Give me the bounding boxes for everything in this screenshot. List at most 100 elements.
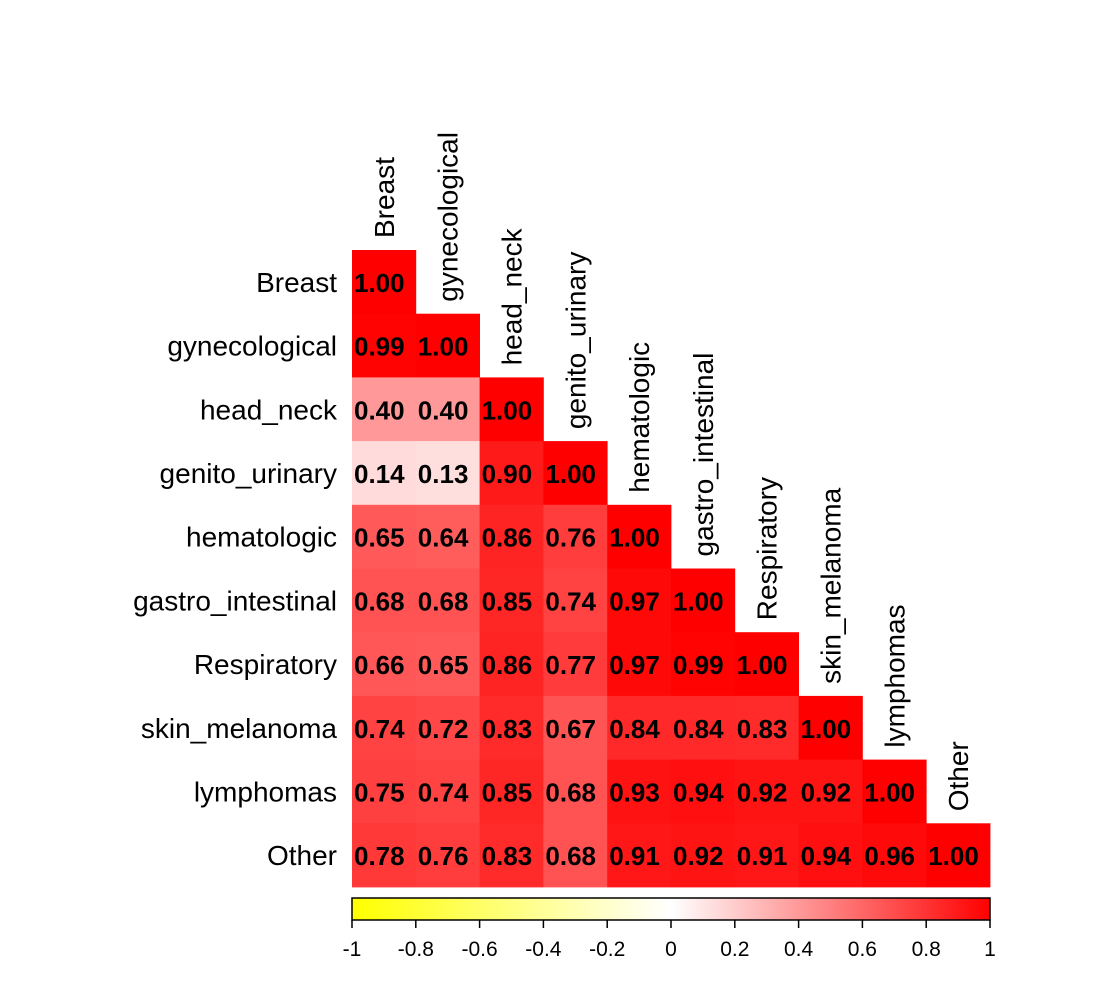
row-label: lymphomas (194, 776, 337, 807)
heatmap-cell (415, 313, 480, 378)
heatmap-cell (352, 313, 417, 378)
heatmap-cell (543, 441, 608, 506)
cell-value-label: 0.86 (482, 523, 533, 553)
heatmap-cell (415, 504, 480, 569)
heatmap-cell (543, 568, 608, 633)
heatmap-cell (734, 823, 799, 888)
cell-value-label: 0.92 (801, 777, 852, 807)
colorbar-tick-label: -1 (343, 938, 362, 961)
row-label: Respiratory (194, 649, 337, 680)
colorbar-tick-label: 0.6 (848, 938, 877, 961)
heatmap-cell (862, 823, 927, 888)
cell-value-label: 0.75 (354, 777, 405, 807)
heatmap-cell (607, 568, 672, 633)
heatmap-cell (415, 377, 480, 442)
heatmap-cell (607, 759, 672, 824)
heatmap-cell (479, 441, 544, 506)
heatmap-cell (671, 823, 736, 888)
cell-value-label: 0.97 (609, 586, 660, 616)
heatmap-cell (352, 504, 417, 569)
colorbar (351, 897, 991, 921)
column-label: gastro_intestinal (688, 353, 719, 557)
heatmap-cell (352, 377, 417, 442)
column-label: Breast (369, 157, 400, 238)
heatmap-cell (671, 632, 736, 697)
cell-value-label: 0.68 (545, 841, 596, 871)
colorbar-tick-label: -0.2 (589, 938, 625, 961)
cell-value-label: 0.83 (482, 714, 533, 744)
cell-value-label: 1.00 (545, 459, 596, 489)
row-label: head_neck (200, 394, 338, 425)
cell-value-label: 0.94 (801, 841, 852, 871)
cell-value-label: 1.00 (864, 777, 915, 807)
cell-value-label: 0.78 (354, 841, 405, 871)
colorbar-tick-label: -0.8 (398, 938, 434, 961)
colorbar-tick-label: 0.2 (720, 938, 749, 961)
cell-value-label: 0.85 (482, 586, 533, 616)
heatmap-cell (607, 632, 672, 697)
heatmap-cell (415, 441, 480, 506)
cell-value-label: 0.68 (545, 777, 596, 807)
heatmap-cell (479, 632, 544, 697)
heatmap-cell (798, 759, 863, 824)
heatmap-cell (352, 695, 417, 760)
heatmap-cell (415, 695, 480, 760)
cell-value-label: 0.74 (418, 777, 469, 807)
cell-value-label: 0.40 (418, 395, 469, 425)
heatmap-cell (798, 695, 863, 760)
heatmap-cell (543, 759, 608, 824)
row-label: gastro_intestinal (133, 585, 337, 616)
heatmap-cell (352, 632, 417, 697)
colorbar-tick-label: 0 (665, 938, 677, 961)
colorbar-tick-label: 0.4 (784, 938, 814, 961)
row-label: Breast (256, 267, 337, 298)
heatmap-cell (607, 823, 672, 888)
cell-value-label: 0.99 (673, 650, 724, 680)
heatmap-cell (671, 568, 736, 633)
column-label: skin_melanoma (816, 487, 847, 684)
column-label: genito_urinary (560, 252, 591, 429)
heatmap-cell (352, 250, 417, 315)
cell-value-label: 0.64 (418, 523, 469, 553)
cell-value-label: 0.40 (354, 395, 405, 425)
cell-value-label: 1.00 (482, 395, 533, 425)
heatmap-cell (352, 441, 417, 506)
colorbar-tick-label: 1 (984, 938, 996, 961)
cell-value-label: 1.00 (354, 268, 405, 298)
cell-value-label: 0.77 (545, 650, 596, 680)
heatmap-cell (607, 695, 672, 760)
heatmap-cell (734, 632, 799, 697)
cell-value-label: 0.67 (545, 714, 596, 744)
heatmap-cell (479, 504, 544, 569)
cell-value-label: 0.76 (418, 841, 469, 871)
cell-value-label: 0.72 (418, 714, 469, 744)
cell-value-label: 0.74 (545, 586, 596, 616)
heatmap-cell (862, 759, 927, 824)
heatmap-cell (543, 695, 608, 760)
cell-value-label: 0.85 (482, 777, 533, 807)
cell-value-label: 1.00 (609, 523, 660, 553)
heatmap-cell (415, 632, 480, 697)
color-legend: -1 -0.8 -0.6 -0.4 -0.2 0 0.2 0.4 0.6 0.8 1 (343, 897, 996, 961)
cell-value-label: 0.93 (609, 777, 660, 807)
row-label: skin_melanoma (141, 713, 338, 744)
cell-value-label: 0.99 (354, 332, 405, 362)
cell-value-label: 1.00 (801, 714, 852, 744)
heatmap-cell (607, 504, 672, 569)
heatmap-cell (734, 695, 799, 760)
cell-value-label: 0.91 (609, 841, 660, 871)
cell-value-label: 0.96 (864, 841, 915, 871)
column-label: lymphomas (879, 604, 910, 747)
heatmap-cells: 1.00 0.99 1.00 0.40 0.40 1.00 0.14 0.13 0.90 1.00… (352, 250, 991, 888)
cell-value-label: 0.68 (354, 586, 405, 616)
heatmap-cell (415, 823, 480, 888)
cell-value-label: 0.14 (354, 459, 405, 489)
heatmap-cell (798, 823, 863, 888)
cell-value-label: 0.76 (545, 523, 596, 553)
heatmap-cell (734, 759, 799, 824)
cell-value-label: 1.00 (928, 841, 979, 871)
cell-value-label: 1.00 (418, 332, 469, 362)
heatmap-cell (479, 377, 544, 442)
